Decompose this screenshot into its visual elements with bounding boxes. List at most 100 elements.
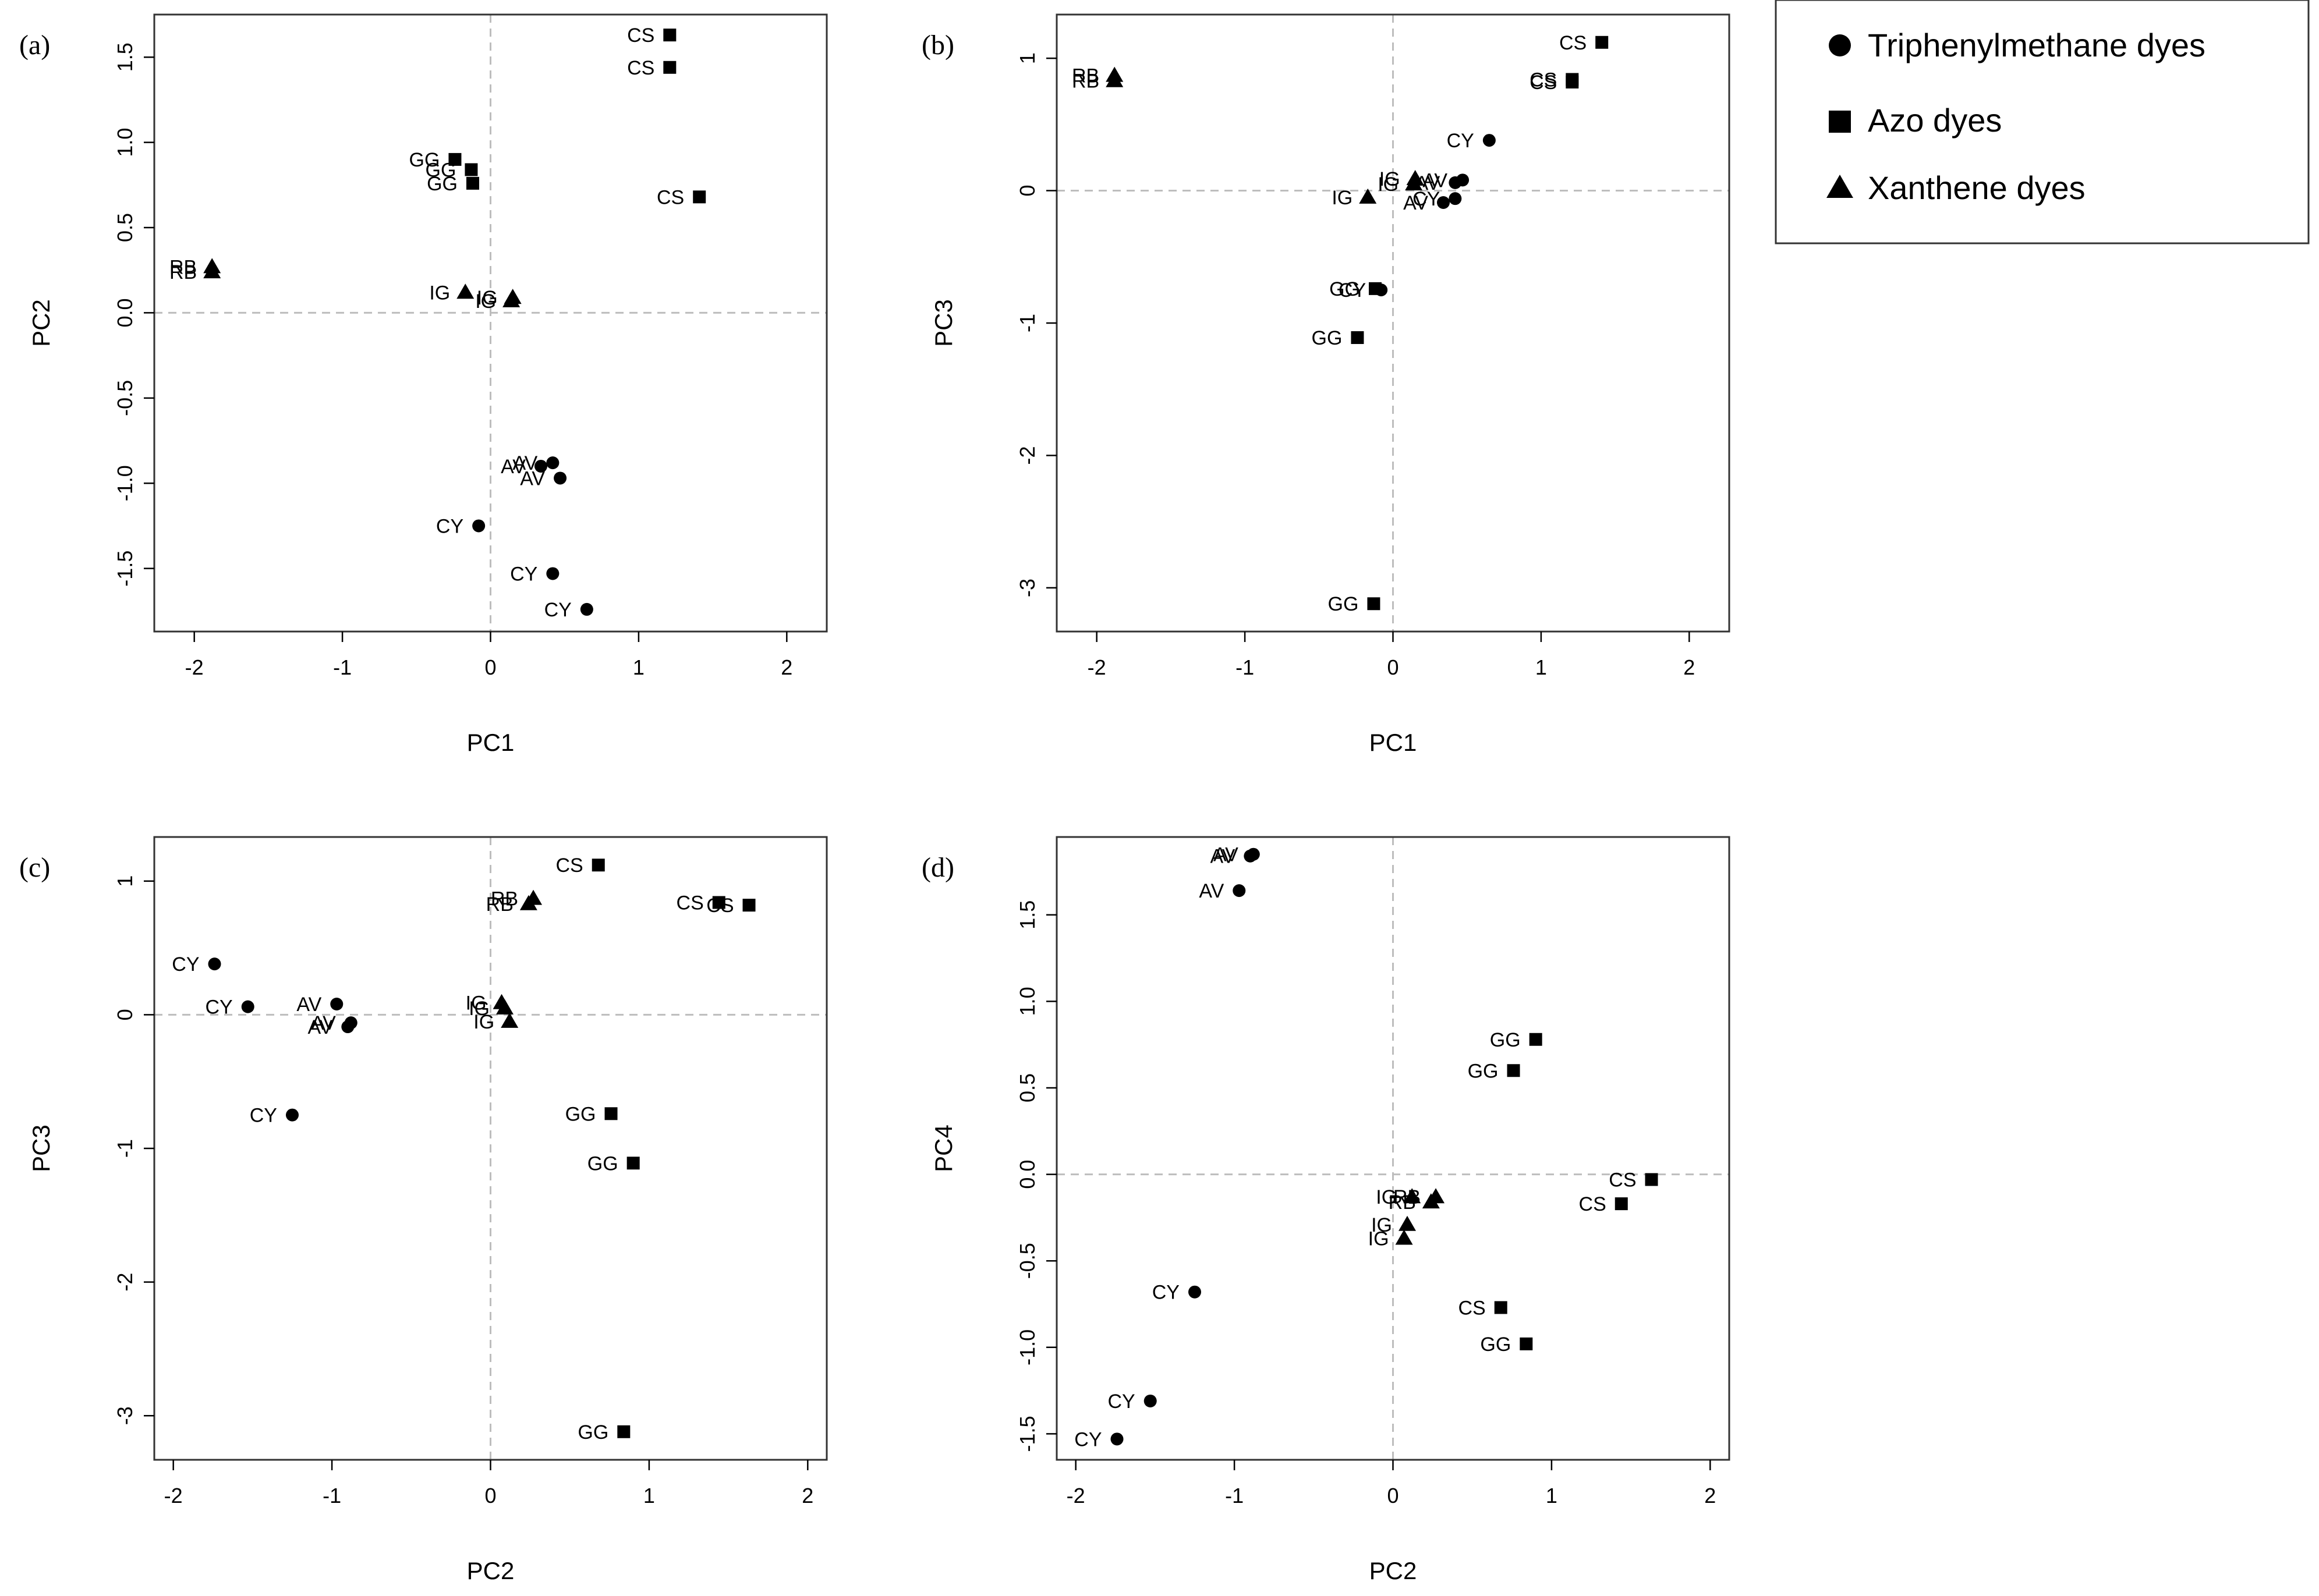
data-point-circle (546, 567, 560, 580)
data-point-label: IG (1332, 187, 1353, 209)
data-point-square (1595, 36, 1609, 49)
data-point-triangle (1106, 72, 1124, 87)
panel-tag: (d) (922, 852, 954, 883)
data-point-circle (285, 1108, 299, 1122)
data-point-circle (341, 1020, 355, 1034)
data-point-circle (1375, 283, 1388, 297)
data-point-label: RB (169, 256, 197, 278)
y-tick-label: -2 (1015, 446, 1039, 464)
data-point-square (1367, 597, 1380, 611)
data-point-label: CS (627, 57, 654, 79)
data-point-label: GG (1480, 1333, 1511, 1356)
legend: Triphenylmethane dyes Azo dyes Xanthene … (1775, 0, 2310, 244)
data-point-circle (1482, 134, 1496, 147)
data-point-label: IG (473, 1011, 494, 1033)
y-tick-label: -0.5 (1015, 1243, 1039, 1279)
data-point-label: CY (250, 1105, 277, 1127)
panel-tag: (c) (19, 852, 50, 883)
x-tick-label: 0 (1387, 655, 1399, 679)
legend-item-xanthene: Xanthene dyes (1868, 169, 2086, 206)
data-point-triangle (519, 895, 537, 910)
data-point-label: CY (172, 953, 199, 976)
data-point-triangle (1395, 1229, 1413, 1245)
y-tick-label: 1.5 (1015, 900, 1039, 930)
data-point-label: AV (1415, 172, 1440, 194)
data-point-label: CY (510, 563, 537, 585)
data-point-label: CY (1152, 1282, 1180, 1304)
data-point-triangle (203, 263, 221, 279)
data-point-circle (330, 998, 344, 1011)
y-tick-label: 0.0 (1015, 1160, 1039, 1189)
data-point-circle (1436, 196, 1450, 210)
data-point-label: AV (520, 467, 545, 490)
data-point-label: GG (1490, 1029, 1521, 1051)
y-tick-label: 1 (1015, 52, 1039, 64)
data-point-triangle (1405, 175, 1423, 191)
data-point-square (693, 190, 706, 204)
x-tick-label: -2 (1067, 1484, 1085, 1508)
data-point-triangle (456, 283, 475, 299)
legend-item-azo: Azo dyes (1868, 102, 2002, 139)
data-point-label: IG (429, 282, 450, 304)
data-point-label: AV (307, 1016, 332, 1038)
data-point-circle (208, 957, 221, 971)
x-axis-label: PC1 (1369, 729, 1417, 756)
y-tick-label: 1.0 (113, 128, 137, 157)
y-tick-label: -1.5 (113, 551, 137, 587)
data-point-label: CY (1107, 1391, 1135, 1413)
data-point-label: GG (565, 1103, 596, 1125)
x-tick-label: 1 (633, 655, 645, 679)
data-point-label: AV (1422, 169, 1447, 191)
y-axis-label: PC2 (27, 299, 55, 347)
data-point-label: CS (677, 892, 704, 914)
data-point-label: CS (657, 186, 684, 208)
data-point-square (1615, 1197, 1628, 1211)
data-point-label: CY (205, 996, 232, 1019)
x-tick-label: 2 (781, 655, 792, 679)
data-point-circle (546, 456, 560, 470)
y-tick-label: 0 (1015, 185, 1039, 197)
data-point-circle (1449, 192, 1462, 205)
chart-panel: -2 -1 0 1 2 -1.5 -1.0 -0.5 0.0 0.5 1.0 1.5 PC2 PC4 (d)… (922, 836, 1730, 1584)
x-tick-label: -1 (333, 655, 352, 679)
data-point-label: IG (477, 287, 498, 309)
data-point-label: AV (311, 1012, 336, 1034)
data-point-triangle (502, 292, 521, 307)
data-point-label: IG (469, 998, 490, 1020)
chart-panels: -2 -1 0 1 2 -1.5 -1.0 -0.5 0.0 0.5 1.0 1.5 PC1 PC2 (a)… (19, 13, 1730, 1584)
y-tick-label: 0.5 (113, 213, 137, 242)
data-point-label: RB (486, 893, 514, 916)
data-point-square (1507, 1064, 1520, 1077)
y-tick-label: -3 (1015, 579, 1039, 597)
data-point-label: GG (1329, 278, 1360, 300)
data-point-square (465, 163, 478, 176)
data-point-label: IG (466, 992, 487, 1015)
data-point-square (1529, 1033, 1542, 1046)
data-point-triangle (1399, 1215, 1417, 1231)
x-tick-label: -2 (185, 655, 204, 679)
data-point-label: CS (627, 24, 654, 47)
data-point-label: CS (1458, 1297, 1486, 1319)
data-point-label: AV (501, 456, 526, 478)
x-tick-label: 0 (1387, 1484, 1399, 1508)
data-point-label: CY (1339, 279, 1366, 302)
y-tick-label: 0 (113, 1009, 137, 1020)
data-point-label: CS (1530, 69, 1557, 91)
x-axis-label: PC2 (1369, 1557, 1417, 1584)
data-point-label: AV (296, 994, 321, 1016)
data-point-label: GG (578, 1421, 608, 1444)
data-point-triangle (1359, 188, 1377, 204)
data-point-circle (1110, 1432, 1124, 1446)
data-point-label: CY (544, 599, 572, 621)
data-point-square (604, 1107, 618, 1120)
data-point-label: RB (1389, 1191, 1416, 1214)
data-point-label: RB (491, 888, 518, 910)
data-point-circle (1143, 1394, 1157, 1407)
data-point-square (1520, 1337, 1533, 1350)
data-point-label: AV (513, 452, 538, 474)
data-point-triangle (496, 999, 514, 1015)
x-tick-label: -2 (164, 1484, 183, 1508)
data-point-circle (1233, 884, 1246, 898)
x-axis-label: PC1 (467, 729, 515, 756)
